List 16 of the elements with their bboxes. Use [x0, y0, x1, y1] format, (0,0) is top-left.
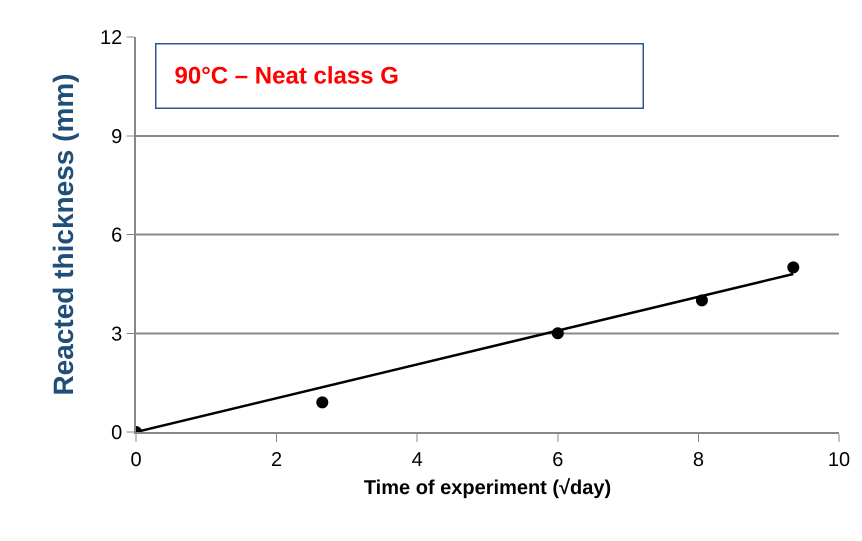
x-axis-title: Time of experiment (√day) — [364, 476, 612, 499]
x-tick-label: 8 — [692, 448, 704, 471]
point — [316, 396, 328, 408]
x-tick-label: 2 — [271, 448, 282, 471]
x-tick-label: 10 — [828, 448, 850, 471]
y-axis-title: Reacted thickness (mm) — [48, 73, 80, 396]
y-tick-label: 6 — [111, 224, 122, 246]
point — [787, 261, 800, 274]
y-tick-label: 3 — [111, 323, 122, 346]
y-tick-label: 12 — [100, 27, 122, 49]
x-tick-label: 6 — [552, 448, 564, 471]
x-tick-label: 4 — [412, 448, 423, 471]
x-tick-label: 0 — [130, 448, 142, 471]
y-tick-label: 0 — [111, 422, 122, 444]
annotation: 90°C – Neat class G — [174, 62, 399, 90]
y-tick-label: 9 — [111, 126, 122, 148]
